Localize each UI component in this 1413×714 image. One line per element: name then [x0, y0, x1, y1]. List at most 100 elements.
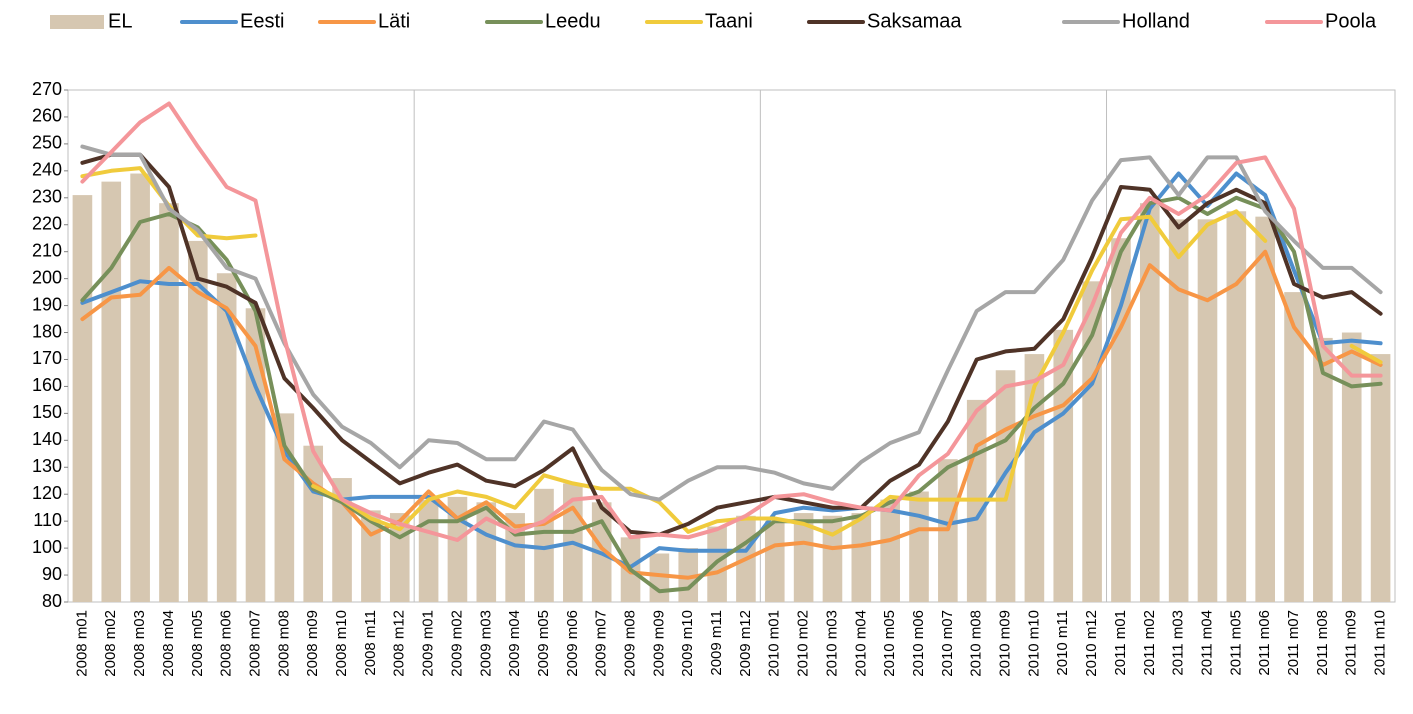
x-tick-label: 2008 m09: [304, 610, 321, 677]
x-tick-label: 2010 m07: [939, 610, 956, 677]
x-tick-label: 2009 m07: [593, 610, 610, 677]
bar: [1255, 216, 1275, 602]
line-series: [80, 101, 1383, 542]
legend-label: Taani: [705, 10, 753, 32]
bar: [1053, 329, 1074, 602]
x-tick-label: 2008 m02: [102, 610, 119, 677]
y-tick-label: 80: [42, 591, 62, 611]
bar: [649, 553, 670, 602]
x-tick-label: 2011 m06: [1256, 610, 1273, 676]
x-tick-label: 2011 m10: [1372, 610, 1389, 676]
x-tick-label: 2010 m01: [766, 610, 783, 677]
y-tick-label: 160: [32, 375, 62, 395]
y-tick-label: 90: [42, 564, 62, 584]
legend-swatch: [50, 15, 104, 29]
line-series: [80, 144, 1383, 502]
x-tick-label: 2011 m07: [1285, 610, 1302, 676]
bar: [1341, 332, 1362, 602]
y-tick-label: 130: [32, 456, 62, 476]
bar: [793, 513, 814, 602]
bar: [1197, 219, 1218, 603]
bar: [418, 499, 439, 602]
bar: [188, 240, 208, 602]
x-tick-label: 2009 m06: [564, 610, 581, 677]
line-series: [80, 195, 1383, 594]
plot-frame: [67, 89, 1396, 603]
x-tick-label: 2010 m10: [1025, 610, 1042, 677]
x-tick-label: 2009 m08: [622, 610, 639, 677]
legend-label: Poola: [1325, 10, 1377, 32]
y-tick-label: 180: [32, 321, 62, 341]
legend-item: Poola: [1265, 10, 1377, 32]
bar: [1284, 292, 1304, 602]
x-tick-label: 2009 m03: [477, 610, 494, 677]
x-tick-label: 2009 m12: [737, 610, 754, 677]
x-tick-label: 2010 m08: [968, 610, 985, 677]
legend-label: Saksamaa: [867, 10, 962, 32]
y-tick-label: 200: [32, 267, 62, 287]
x-tick-label: 2008 m10: [333, 610, 350, 677]
y-tick-label: 260: [32, 106, 62, 126]
bar: [101, 181, 122, 603]
x-tick-label: 2010 m02: [795, 610, 812, 677]
x-tick-label: 2009 m05: [535, 610, 552, 677]
y-tick-label: 100: [32, 537, 62, 557]
x-tick-label: 2010 m12: [1083, 610, 1100, 677]
x-tick-label: 2011 m08: [1314, 610, 1331, 676]
legend-label: Holland: [1122, 10, 1190, 32]
x-tick-label: 2011 m01: [1112, 610, 1129, 676]
x-tick-label: 2010 m03: [823, 610, 840, 677]
bar: [880, 499, 900, 602]
x-tick-label: 2008 m11: [362, 610, 379, 676]
x-tick-label: 2010 m09: [997, 610, 1014, 677]
y-tick-label: 230: [32, 187, 62, 207]
x-tick-label: 2009 m04: [506, 610, 523, 677]
bar: [159, 203, 179, 602]
bar: [1370, 354, 1391, 602]
x-tick-label: 2008 m08: [275, 610, 292, 677]
bar: [1168, 219, 1189, 603]
x-tick-label: 2008 m03: [131, 610, 148, 677]
x-tick-label: 2008 m01: [73, 610, 90, 677]
x-tick-label: 2009 m01: [420, 610, 437, 677]
x-tick-label: 2011 m05: [1227, 610, 1244, 676]
x-tick-label: 2011 m09: [1343, 610, 1360, 676]
y-tick-label: 140: [32, 429, 62, 449]
x-tick-label: 2008 m05: [189, 610, 206, 677]
y-tick-label: 250: [32, 133, 62, 153]
x-tick-label: 2009 m11: [708, 610, 725, 676]
y-tick-label: 270: [32, 79, 62, 99]
bar: [72, 195, 93, 603]
bar: [303, 445, 324, 602]
legend-item: Holland: [1062, 10, 1190, 32]
x-tick-label: 2008 m12: [391, 610, 408, 677]
x-tick-label: 2009 m02: [448, 610, 465, 677]
x-tick-label: 2011 m03: [1170, 610, 1187, 676]
legend-item: Taani: [645, 10, 753, 32]
legend-label: EL: [108, 10, 132, 32]
bar: [764, 521, 785, 602]
y-tick-label: 110: [33, 510, 62, 530]
bar: [851, 513, 872, 602]
legend-item: Saksamaa: [807, 10, 962, 32]
x-tick-label: 2008 m06: [218, 610, 235, 677]
bar: [476, 502, 497, 602]
legend-label: Läti: [378, 10, 410, 32]
bar: [130, 173, 150, 602]
bar: [1082, 281, 1102, 602]
x-tick-label: 2010 m11: [1054, 610, 1071, 676]
legend-item: Eesti: [180, 10, 284, 32]
y-tick-label: 210: [32, 240, 62, 260]
legend-item: EL: [50, 10, 132, 32]
legend-item: Läti: [318, 10, 410, 32]
x-tick-label: 2011 m02: [1141, 610, 1158, 676]
y-tick-label: 240: [32, 160, 62, 180]
bar: [822, 515, 843, 602]
x-tick-label: 2010 m05: [881, 610, 898, 677]
y-tick-label: 120: [32, 483, 62, 503]
bar: [1313, 337, 1333, 602]
bar: [909, 491, 929, 602]
y-tick-label: 190: [32, 294, 62, 314]
